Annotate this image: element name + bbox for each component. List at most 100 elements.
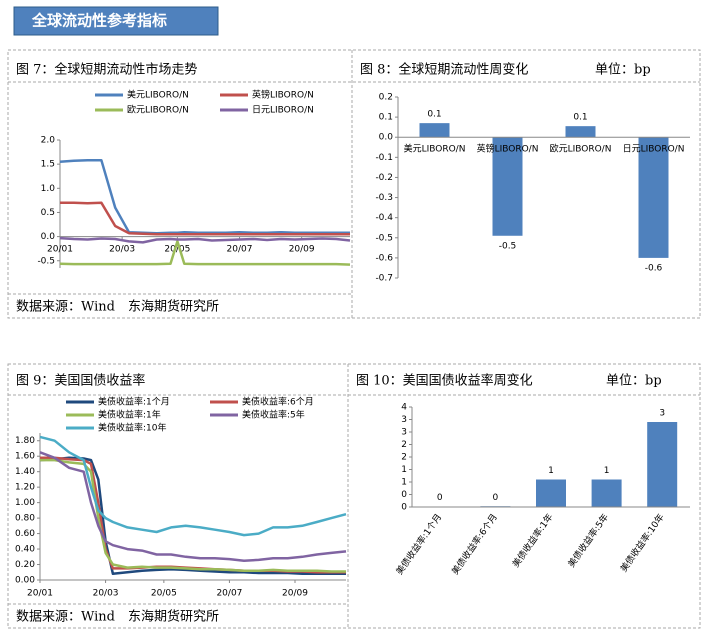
- y-tick-label: -0.2: [375, 173, 393, 183]
- bar: [647, 422, 678, 507]
- y-tick-label: 1.80: [15, 436, 35, 446]
- x-tick-label: 美元LIBORO/N: [404, 143, 466, 155]
- y-tick-label: 4: [401, 403, 407, 413]
- bar: [638, 137, 669, 258]
- x-tick-label: 20/03: [93, 589, 119, 599]
- legend-label: 美债收益率:10年: [98, 422, 167, 434]
- y-tick-label: 1: [401, 465, 407, 475]
- x-tick-label: 20/03: [109, 245, 135, 255]
- unit-note: 单位：bp: [606, 374, 662, 389]
- y-tick-label: 0.60: [15, 529, 35, 539]
- value-label: -0.6: [645, 263, 663, 273]
- panel-frame: [7, 363, 701, 629]
- bar: [565, 126, 596, 138]
- value-label: 0.1: [573, 113, 587, 123]
- y-tick-label: -0.5: [37, 256, 55, 266]
- chart-title: 图 8：全球短期流动性周变化: [360, 62, 528, 78]
- y-tick-label: 2.0: [41, 136, 56, 146]
- legend-label: 美元LIBORO/N: [127, 89, 189, 101]
- y-tick-label: 0.0: [379, 133, 394, 143]
- y-tick-label: -0.4: [375, 213, 393, 223]
- y-tick-label: 0.40: [15, 545, 35, 555]
- y-tick-label: 1.0: [41, 184, 56, 194]
- y-tick-label: 3: [401, 428, 407, 438]
- x-tick-label: 美债收益率:5年: [565, 511, 611, 569]
- y-tick-label: 0.2: [379, 93, 393, 103]
- y-tick-label: 0: [401, 490, 407, 500]
- legend-label: 欧元LIBORO/N: [127, 104, 189, 116]
- frames: [7, 49, 701, 629]
- bar: [492, 137, 523, 236]
- series-line: [40, 458, 346, 573]
- x-tick-label: 20/01: [47, 245, 73, 255]
- y-tick-label: -0.3: [375, 193, 393, 203]
- y-tick-label: 0.1: [379, 113, 393, 123]
- x-tick-label: 欧元LIBORO/N: [550, 143, 612, 155]
- unit-note: 单位：bp: [595, 63, 651, 78]
- y-tick-label: 0.80: [15, 514, 35, 524]
- series-line: [40, 456, 346, 574]
- chart-title: 图 10：美国国债收益率周变化: [356, 373, 533, 389]
- x-tick-label: 英镑LIBORO/N: [477, 143, 539, 155]
- value-label: 3: [659, 409, 665, 419]
- bar: [536, 479, 566, 507]
- value-label: 0: [437, 493, 443, 503]
- x-tick-label: 日元LIBORO/N: [623, 144, 685, 155]
- x-tick-label: 20/07: [216, 589, 242, 599]
- y-tick-label: -0.5: [375, 233, 393, 243]
- series-line: [39, 456, 346, 576]
- x-tick-label: 20/05: [164, 245, 190, 255]
- y-tick-label: -0.1: [375, 153, 393, 163]
- y-tick-label: 0.20: [15, 560, 35, 570]
- x-tick-label: 美债收益率:1年: [510, 511, 556, 569]
- legend-label: 英镑LIBORO/N: [252, 89, 314, 101]
- series-line: [39, 435, 347, 537]
- legend-label: 日元LIBORO/N: [252, 105, 314, 116]
- series-line: [60, 201, 350, 236]
- value-label: 1: [604, 466, 610, 476]
- legend-label: 美债收益率:1个月: [98, 396, 170, 408]
- y-tick-label: -0.6: [375, 253, 393, 263]
- value-label: 1: [548, 466, 554, 476]
- panel-frame: [7, 49, 701, 319]
- header-title: 全球流动性参考指标: [31, 12, 167, 30]
- y-tick-label: 2: [401, 440, 407, 450]
- bar: [591, 479, 622, 507]
- y-tick-label: 0.0: [41, 232, 56, 242]
- value-label: 0.1: [427, 110, 441, 120]
- x-tick-label: 20/09: [282, 589, 308, 599]
- legend-label: 美债收益率:6个月: [242, 396, 314, 408]
- chart-title: 图 9：美国国债收益率: [16, 373, 145, 389]
- y-tick-label: 3: [401, 415, 407, 425]
- header-box: [13, 6, 219, 36]
- source-note: 数据来源：Wind 东海期货研究所: [16, 299, 219, 315]
- x-tick-label: 20/09: [289, 245, 315, 255]
- series-line: [39, 451, 347, 562]
- x-tick-label: 20/05: [151, 589, 177, 599]
- series-line: [59, 240, 351, 266]
- x-tick-label: 20/07: [227, 245, 253, 255]
- y-tick-label: 0.5: [41, 208, 55, 218]
- y-tick-label: 1: [401, 478, 407, 488]
- legend-label: 美债收益率:1年: [98, 409, 161, 421]
- y-tick-label: 0.00: [15, 576, 35, 586]
- y-tick-label: 1.20: [15, 483, 35, 493]
- y-tick-label: 2: [401, 453, 407, 463]
- chart-title: 图 7：全球短期流动性市场走势: [16, 62, 197, 78]
- y-tick-label: 1.5: [41, 160, 55, 170]
- value-label: 0: [493, 493, 499, 503]
- x-tick-label: 20/01: [27, 589, 53, 599]
- x-tick-label: 美债收益率:1个月: [393, 511, 444, 577]
- y-tick-label: 0: [401, 503, 407, 513]
- legend-label: 美债收益率:5年: [242, 409, 305, 421]
- y-tick-label: -0.7: [375, 274, 393, 284]
- series-line: [59, 159, 350, 235]
- x-tick-label: 美债收益率:10年: [618, 511, 667, 574]
- source-note: 数据来源：Wind 东海期货研究所: [16, 609, 219, 625]
- y-tick-label: 1.60: [15, 452, 35, 462]
- y-tick-label: 1.00: [15, 498, 35, 508]
- series-line: [59, 236, 351, 244]
- y-tick-label: 1.40: [15, 467, 35, 477]
